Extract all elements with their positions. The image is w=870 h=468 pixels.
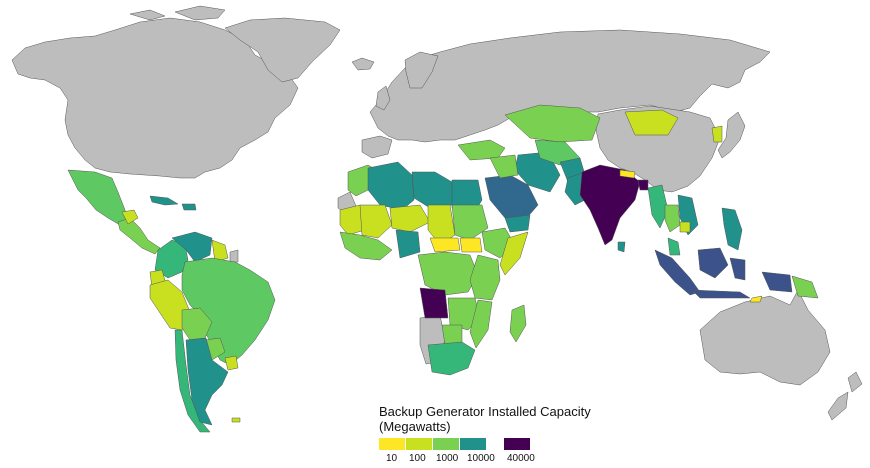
middle-east-data <box>457 104 723 233</box>
country-india <box>579 164 641 246</box>
country-kenya-tanzania <box>469 254 501 301</box>
country-north-korea <box>711 125 723 143</box>
country-french-guiana <box>229 249 239 263</box>
legend-subtitle: (Megawatts) <box>379 419 451 434</box>
country-guyana <box>211 239 229 263</box>
country-venezuela <box>171 231 213 263</box>
country-mali <box>359 204 393 239</box>
country-scandinavia <box>404 51 439 89</box>
country-europe-russia <box>369 29 771 143</box>
country-papua <box>761 271 793 293</box>
asia-data <box>579 164 819 303</box>
country-cambodia <box>679 221 691 233</box>
legend-title: Backup Generator Installed Capacity <box>379 404 591 419</box>
legend-swatch-10000 <box>460 438 486 450</box>
legend-label-10: 10 <box>386 453 398 464</box>
country-south-africa <box>427 341 476 376</box>
legend-swatch-1000 <box>433 438 459 450</box>
country-mexico <box>67 169 129 226</box>
country-malaysia <box>667 237 681 256</box>
country-falklands <box>231 417 241 423</box>
country-angola <box>419 287 449 319</box>
legend-label-10000: 10000 <box>467 453 495 464</box>
country-mongolia <box>624 109 679 136</box>
country-greenland <box>224 17 341 83</box>
country-mauritania <box>339 204 366 236</box>
country-uk <box>375 85 391 111</box>
legend-swatch-100 <box>406 438 432 450</box>
country-iceland <box>351 57 375 71</box>
country-australia <box>699 289 831 386</box>
africa-data <box>339 161 529 376</box>
country-yemen <box>504 214 531 233</box>
country-china <box>595 105 721 193</box>
country-madagascar <box>509 304 527 343</box>
country-canada-usa <box>11 17 299 179</box>
country-philippines <box>721 207 743 251</box>
americas-data <box>67 169 276 433</box>
country-nigeria <box>395 229 421 259</box>
legend-label-100: 100 <box>409 453 426 464</box>
country-nepal <box>619 169 636 179</box>
country-turkey <box>457 139 506 161</box>
country-somalia <box>499 231 529 276</box>
no-data-regions <box>11 5 863 421</box>
country-timor <box>749 295 763 303</box>
country-iraq-syria <box>489 154 519 179</box>
country-west-africa <box>339 231 393 261</box>
country-central-america <box>117 217 161 255</box>
map-legend: Backup Generator Installed Capacity (Meg… <box>379 404 709 466</box>
country-indonesia-borneo <box>697 247 729 279</box>
country-hispaniola <box>181 203 197 211</box>
country-japan <box>717 111 746 159</box>
country-png <box>791 275 819 299</box>
country-botswana <box>441 324 463 346</box>
country-indonesia-java <box>691 289 751 299</box>
country-argentina <box>185 337 229 426</box>
country-cuba <box>149 195 179 206</box>
country-sudan <box>451 204 489 241</box>
country-thailand <box>664 204 681 233</box>
country-indonesia-sumatra <box>654 249 701 296</box>
country-new-zealand <box>827 371 863 421</box>
country-south-sudan <box>459 237 483 253</box>
legend-label-1000: 1000 <box>436 453 459 464</box>
country-niger <box>389 204 431 233</box>
legend-swatch-40000 <box>504 438 530 450</box>
country-mozambique <box>469 299 493 349</box>
country-indonesia-sulawesi <box>729 257 746 281</box>
country-uruguay <box>224 355 239 371</box>
country-saudi-arabia <box>484 174 539 221</box>
country-myanmar <box>647 184 669 229</box>
country-chile <box>174 329 211 433</box>
legend-swatch-10 <box>379 438 405 450</box>
legend-label-40000: 40000 <box>507 453 535 464</box>
country-kazakhstan <box>504 104 601 143</box>
country-bangladesh <box>637 179 649 191</box>
country-guatemala <box>121 209 139 225</box>
country-vietnam-laos <box>677 194 699 236</box>
country-iberia <box>361 135 393 159</box>
arctic-islands <box>129 5 226 21</box>
country-car <box>429 237 461 253</box>
country-libya <box>411 171 453 209</box>
country-algeria <box>367 161 415 211</box>
country-sri-lanka <box>617 241 626 253</box>
